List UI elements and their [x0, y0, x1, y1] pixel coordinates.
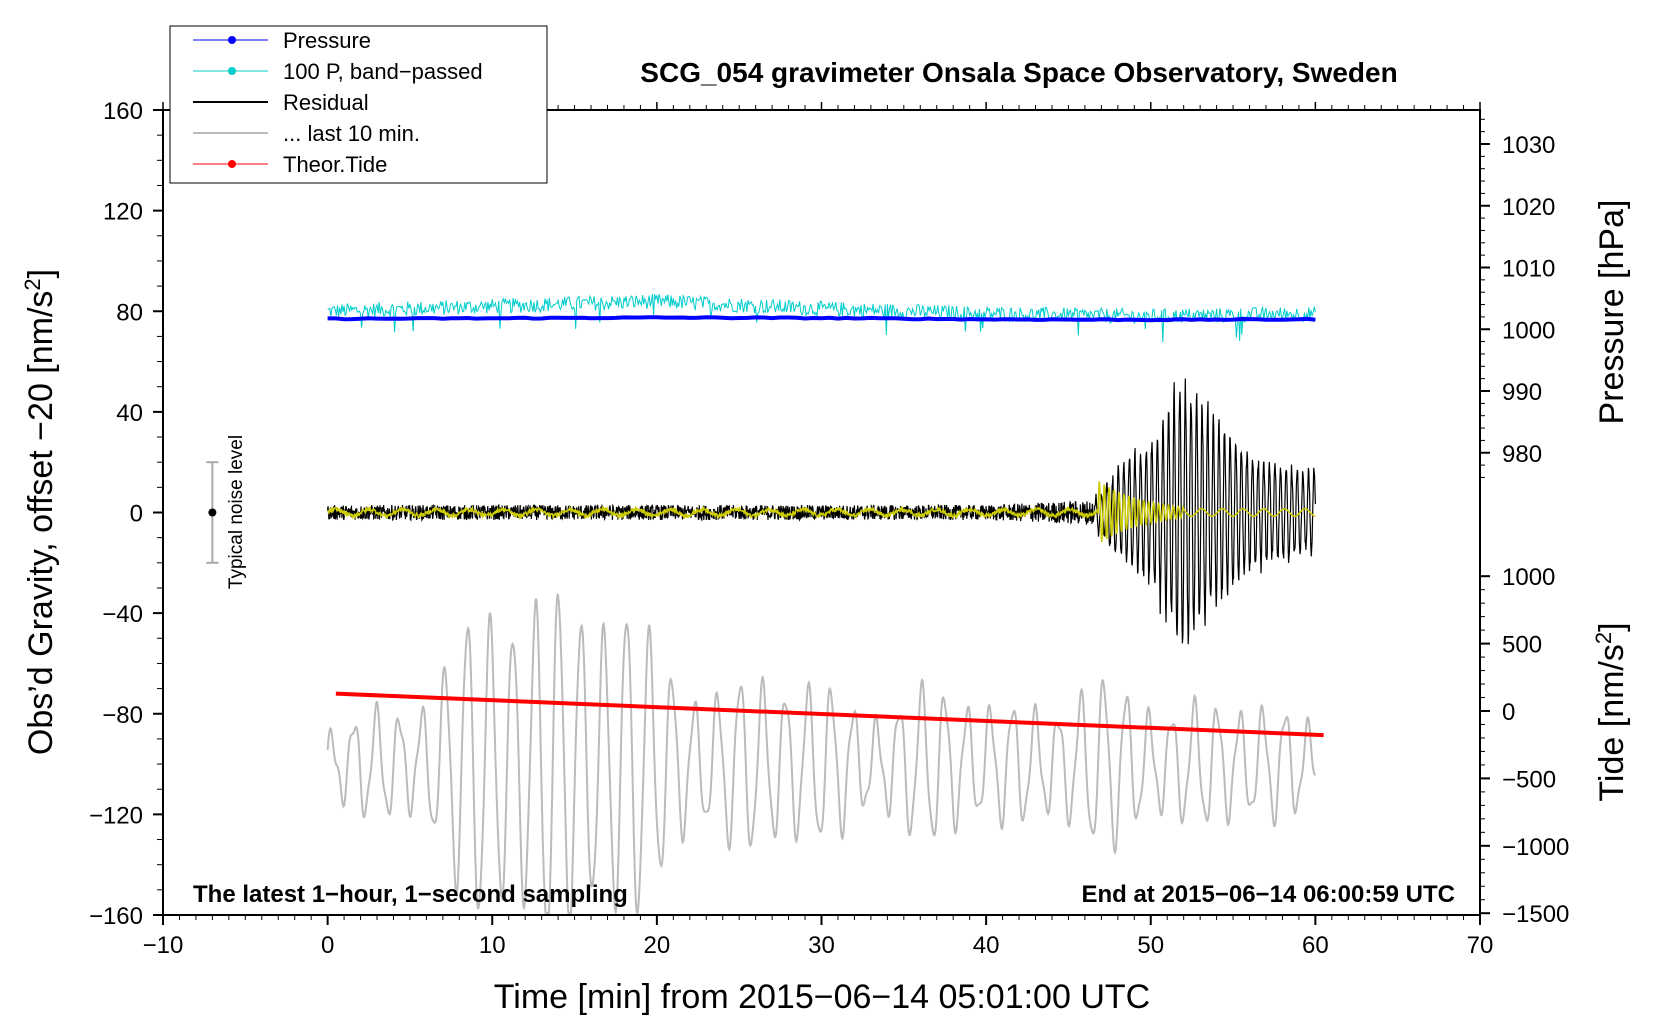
y-axis-title-tide: Tide [nm/s2]	[1591, 622, 1632, 801]
y-tick-label: −160	[89, 903, 143, 930]
legend-marker	[228, 160, 236, 168]
x-tick-label: 10	[479, 932, 506, 959]
tide-tick-label: −1000	[1502, 834, 1569, 861]
y-tick-label: 0	[130, 501, 143, 528]
legend-marker	[228, 67, 236, 75]
x-tick-label: 60	[1302, 932, 1329, 959]
y-tick-label: 40	[116, 400, 143, 427]
x-tick-label: 70	[1467, 932, 1494, 959]
legend-box	[169, 25, 548, 184]
x-tick-label: 50	[1137, 932, 1164, 959]
legend-label: Theor.Tide	[283, 152, 387, 177]
y-tick-label: −80	[102, 702, 143, 729]
legend-label: 100 P, band−passed	[283, 59, 483, 84]
y-tick-label: 160	[103, 98, 143, 125]
tide-tick-label: −1500	[1502, 901, 1569, 928]
legend-marker	[228, 36, 236, 44]
x-axis-title: Time [min] from 2015−06−14 05:01:00 UTC	[494, 978, 1150, 1016]
series-theoretical-tide	[335, 691, 1324, 738]
annotation-end-time: End at 2015−06−14 06:00:59 UTC	[1081, 881, 1455, 908]
x-tick-label: 40	[973, 932, 1000, 959]
y-tick-label: −120	[89, 802, 143, 829]
pressure-tick-label: 990	[1502, 379, 1542, 406]
series-residual-filtered	[327, 481, 1316, 543]
typical-noise-bar	[206, 461, 219, 564]
series-residual	[327, 378, 1316, 645]
legend-label: ... last 10 min.	[283, 121, 420, 146]
legend-label: Pressure	[283, 28, 371, 53]
noise-bar-center	[208, 508, 217, 517]
y-tick-label: 120	[103, 199, 143, 226]
y-axis-title-pressure: Pressure [hPa]	[1593, 200, 1631, 425]
series-last-10-min	[326, 592, 1317, 916]
y-tick-label: 80	[116, 299, 143, 326]
tide-tick-label: 500	[1502, 632, 1542, 659]
chart-title: SCG_054 gravimeter Onsala Space Observat…	[640, 57, 1397, 88]
pressure-tick-label: 1030	[1502, 132, 1555, 159]
x-tick-label: 0	[321, 932, 334, 959]
tide-tick-label: 0	[1502, 699, 1515, 726]
tide-tick-label: 1000	[1502, 564, 1555, 591]
noise-level-label: Typical noise level	[226, 435, 247, 589]
x-tick-label: −10	[143, 932, 184, 959]
x-tick-label: 20	[644, 932, 671, 959]
y-tick-label: −40	[102, 601, 143, 628]
ticks-layer: −10 0 10 20 30 40 50 60 7016012080400−40−80−120−…	[89, 98, 1569, 959]
tide-tick-label: −500	[1502, 766, 1556, 793]
series-pressure	[327, 315, 1316, 323]
series-layer	[326, 293, 1324, 916]
pressure-tick-label: 1000	[1502, 317, 1555, 344]
annotation-latest-hour: The latest 1−hour, 1−second sampling	[193, 881, 628, 908]
legend-label: Residual	[283, 90, 369, 115]
legend: Pressure 100 P, band−passed Residual ... la…	[169, 25, 548, 184]
pressure-tick-label: 980	[1502, 441, 1542, 468]
pressure-tick-label: 1020	[1502, 194, 1555, 221]
x-tick-label: 30	[808, 932, 835, 959]
y-axis-title-left: Obs’d Gravity, offset −20 [nm/s2]	[20, 269, 61, 755]
pressure-tick-label: 1010	[1502, 256, 1555, 283]
